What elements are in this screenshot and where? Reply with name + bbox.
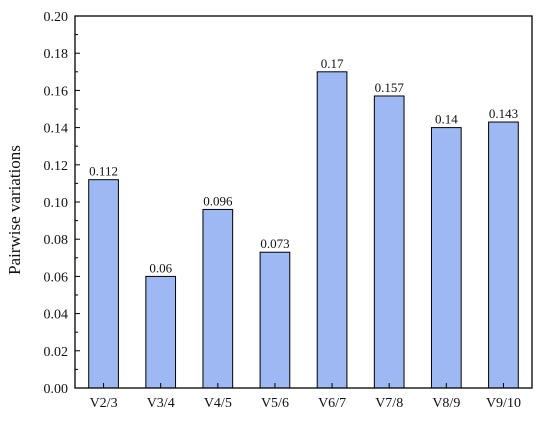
x-tick-label: V2/3 [90, 396, 118, 411]
x-tick-label: V5/6 [261, 396, 289, 411]
x-tick-label: V6/7 [318, 396, 346, 411]
y-axis-title: Pairwise variations [5, 145, 24, 275]
data-label: 0.157 [375, 80, 405, 95]
bar-v8-9 [430, 127, 462, 389]
data-labels-layer: 0.112 0.06 0.096 0.073 0.17 0.157 0.14 0.143 [89, 56, 518, 276]
x-tick-label: V8/9 [432, 396, 460, 411]
data-label: 0.14 [435, 112, 458, 127]
bar-v4-5 [202, 208, 234, 389]
data-label: 0.073 [260, 236, 289, 251]
data-label: 0.096 [203, 193, 233, 208]
bar-v5-6 [259, 251, 291, 389]
data-label: 0.17 [321, 56, 344, 71]
y-tick-label: 0.06 [44, 270, 69, 285]
data-label: 0.143 [489, 106, 518, 121]
y-tick-label: 0.18 [44, 47, 69, 62]
y-tick-label: 0.00 [44, 382, 69, 397]
y-tick-label: 0.02 [44, 345, 69, 360]
bar-v9-10 [488, 121, 519, 389]
x-tick-label: V7/8 [375, 396, 403, 411]
y-tick-label: 0.10 [44, 196, 69, 211]
y-tick-label: 0.08 [44, 233, 69, 248]
x-tick-label: V9/10 [486, 396, 521, 411]
axes-layer: 0.00 0.02 0.04 0.06 0.08 0.10 0.12 0.14 0.16 0.18… [44, 10, 533, 411]
y-tick-label: 0.16 [44, 84, 69, 99]
bar-v3-4 [145, 275, 177, 389]
x-tick-label: V3/4 [147, 396, 175, 411]
bars-layer [88, 71, 519, 389]
bar-v6-7 [316, 71, 348, 389]
y-tick-label: 0.14 [44, 122, 69, 137]
data-label: 0.06 [149, 260, 172, 275]
bar-v7-8 [373, 95, 405, 389]
data-label: 0.112 [89, 164, 118, 179]
x-tick-label: V4/5 [204, 396, 232, 411]
bar-v2-3 [88, 179, 119, 389]
plot-frame [74, 15, 533, 389]
y-tick-label: 0.20 [44, 10, 69, 25]
y-tick-label: 0.12 [44, 159, 69, 174]
y-tick-label: 0.04 [44, 308, 69, 323]
